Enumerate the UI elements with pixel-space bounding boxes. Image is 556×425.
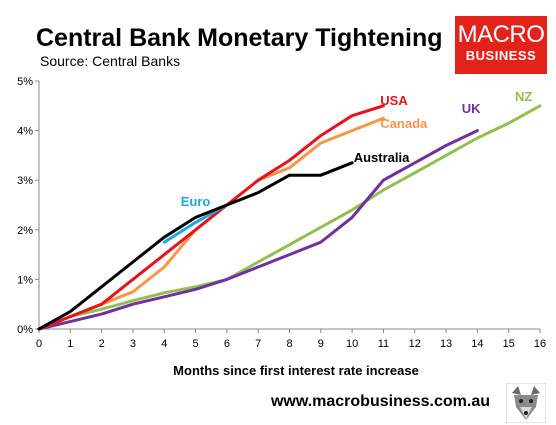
- x-tick-label: 3: [130, 338, 136, 350]
- x-tick-label: 14: [471, 338, 483, 350]
- series-label-euro: Euro: [181, 194, 211, 209]
- x-tick-label: 11: [378, 338, 389, 350]
- series-line-nz: [37, 104, 542, 331]
- x-tick-label: 16: [534, 338, 546, 350]
- y-tick-label: 1%: [17, 274, 33, 286]
- wolf-icon: [506, 383, 546, 423]
- x-tick-label: 10: [346, 338, 358, 350]
- x-tick-label: 9: [318, 338, 324, 350]
- logo-line-1: MACRO: [457, 21, 545, 48]
- x-tick-label: 7: [255, 338, 261, 350]
- chart-title: Central Bank Monetary Tightening: [36, 24, 443, 52]
- macrobusiness-logo: MACRO BUSINESS: [455, 16, 547, 74]
- y-tick-label: 5%: [17, 76, 33, 88]
- footer-url: www.macrobusiness.com.au: [270, 393, 490, 410]
- x-tick-label: 0: [36, 338, 42, 350]
- x-axis-label: Months since first interest rate increas…: [173, 363, 419, 378]
- series-line-australia: [37, 161, 354, 331]
- x-tick-label: 5: [193, 338, 199, 350]
- x-tick-label: 13: [440, 338, 452, 350]
- x-tick-label: 8: [286, 338, 292, 350]
- series-label-nz: NZ: [515, 89, 532, 104]
- x-tick-label: 4: [161, 338, 167, 350]
- x-tick-label: 15: [503, 338, 515, 350]
- y-tick-label: 0%: [17, 324, 33, 336]
- series-line-uk: [37, 129, 479, 331]
- y-tick-label: 4%: [17, 126, 33, 138]
- series-label-canada: Canada: [380, 116, 428, 131]
- x-tick-label: 2: [99, 338, 105, 350]
- x-tick-label: 12: [409, 338, 421, 350]
- chart-source: Source: Central Banks: [40, 53, 181, 69]
- series-label-australia: Australia: [354, 150, 410, 165]
- y-tick-label: 3%: [17, 175, 33, 187]
- series-line-euro: [162, 203, 229, 244]
- x-tick-label: 6: [224, 338, 230, 350]
- x-tick-label: 1: [67, 338, 73, 350]
- series-label-usa: USA: [380, 93, 408, 108]
- series-line-usa: [37, 104, 385, 331]
- series-label-uk: UK: [462, 101, 481, 116]
- logo-line-2: BUSINESS: [465, 48, 537, 63]
- y-tick-label: 2%: [17, 225, 33, 237]
